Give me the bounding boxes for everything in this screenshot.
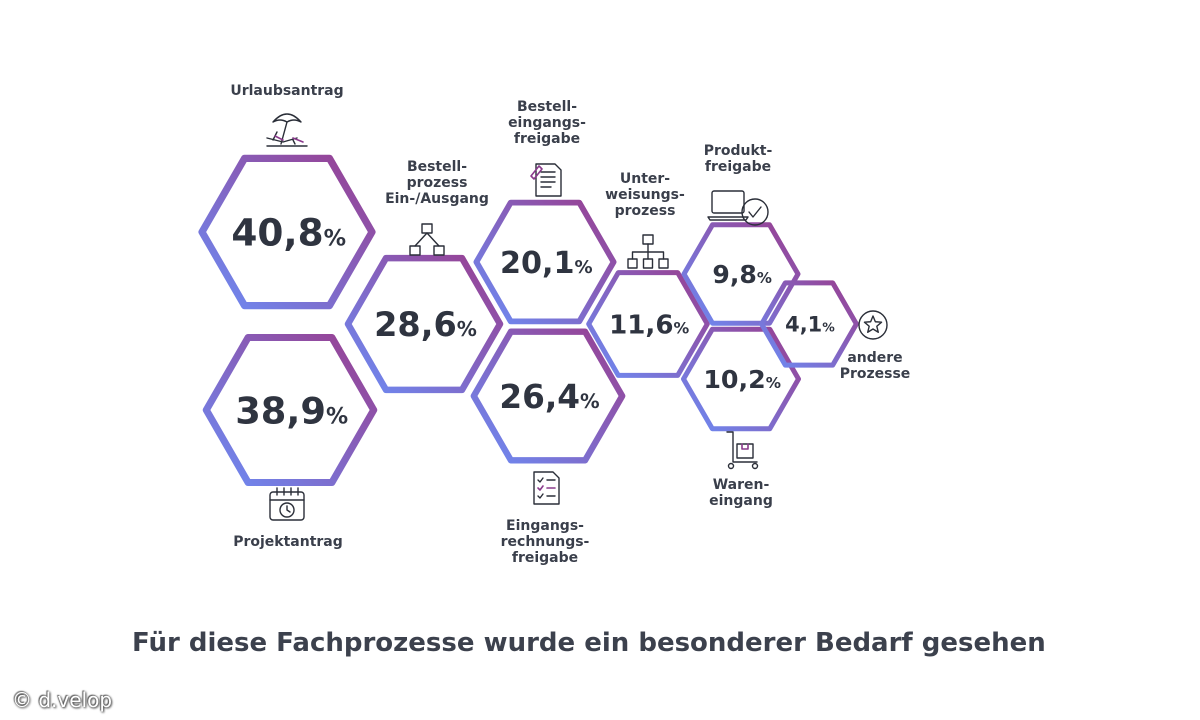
value-label-urlaubsantrag: 40,8% (231, 210, 346, 254)
category-label-eingangsrechnungsfreigabe: Eingangs-rechnungs-freigabe (501, 518, 590, 566)
image-credit: © d.velop (12, 688, 113, 712)
category-label-unterweisungsprozess: Unter-weisungs-prozess (605, 171, 685, 219)
hex-eingangsrechnungsfreigabe (470, 328, 626, 464)
category-label-projektantrag: Projektantrag (233, 534, 343, 550)
document-pen-icon (530, 163, 562, 197)
value-label-unterweisungsprozess: 11,6% (609, 310, 689, 340)
star-circle-icon (858, 310, 888, 340)
hex-unterweisungsprozess (586, 270, 710, 378)
flowchart-icon (409, 223, 445, 256)
laptop-check-icon (707, 190, 769, 226)
calendar-clock-icon (269, 487, 305, 521)
hex-projektantrag (202, 333, 378, 487)
category-label-produktfreigabe: Produkt-freigabe (704, 143, 773, 175)
value-label-andere-prozesse: 4,1% (785, 313, 835, 337)
category-label-urlaubsantrag: Urlaubsantrag (230, 83, 343, 99)
document-checklist-icon (533, 471, 560, 505)
category-label-bestellprozess-ein-ausgang: Bestell-prozess Ein-/Ausgang (385, 159, 489, 207)
category-label-andere-prozesse: andere Prozesse (840, 350, 911, 382)
hex-urlaubsantrag (198, 154, 376, 310)
category-label-bestelleingangsfreigabe: Bestell-eingangs-freigabe (508, 99, 586, 147)
value-label-bestelleingangsfreigabe: 20,1% (500, 246, 593, 281)
beach-umbrella-icon (266, 113, 308, 147)
hierarchy-icon (627, 234, 669, 269)
category-label-wareneingang: Waren-eingang (709, 477, 773, 509)
hex-produktfreigabe (681, 222, 801, 326)
value-label-eingangsrechnungsfreigabe: 26,4% (499, 378, 600, 416)
hex-wareneingang (681, 326, 801, 432)
package-trolley-icon (726, 431, 759, 470)
hex-bestellprozess-ein-ausgang (344, 254, 504, 394)
value-label-bestellprozess-ein-ausgang: 28,6% (374, 305, 477, 344)
value-label-wareneingang: 10,2% (703, 365, 781, 394)
value-label-projektantrag: 38,9% (235, 389, 348, 432)
hex-andere-prozesse (759, 280, 859, 368)
hex-bestelleingangsfreigabe (473, 199, 617, 325)
value-label-produktfreigabe: 9,8% (712, 260, 772, 289)
chart-caption: Für diese Fachprozesse wurde ein besonde… (132, 628, 1046, 658)
